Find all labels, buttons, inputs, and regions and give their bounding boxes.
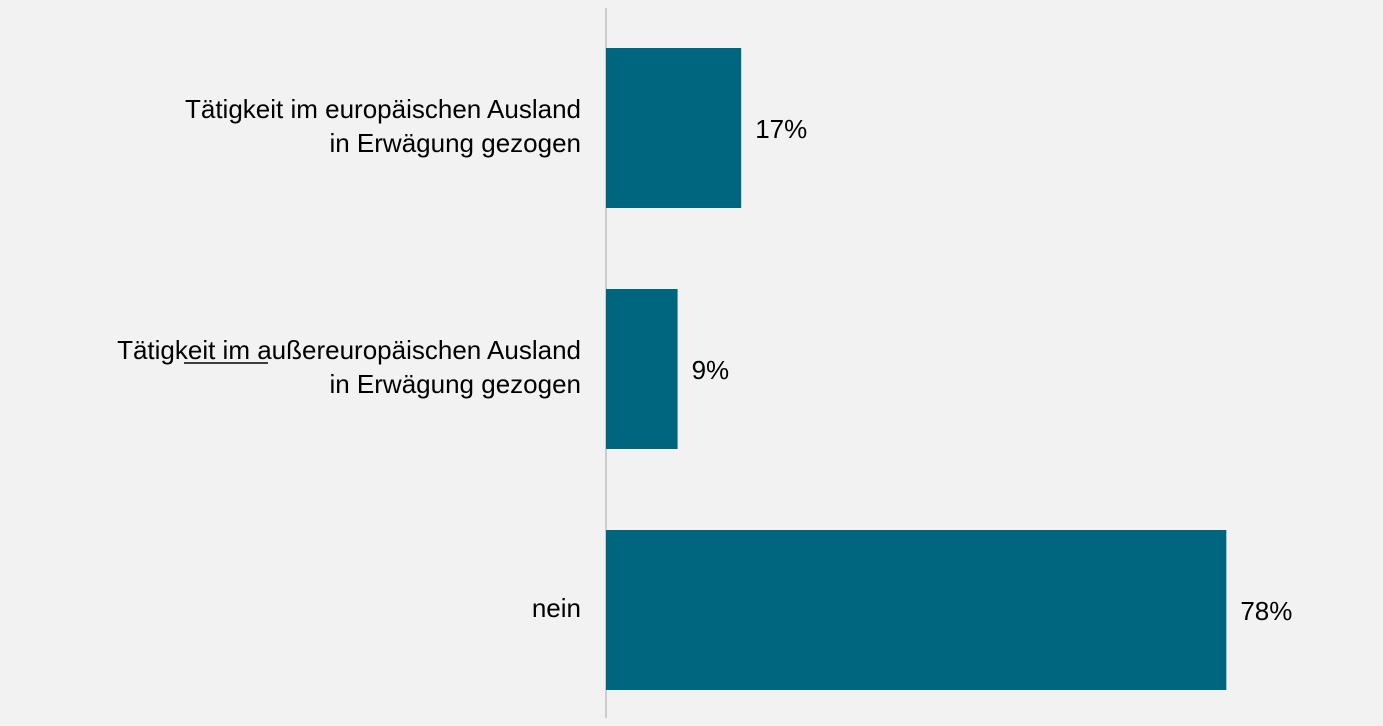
category-label: Tätigkeit im europäischen Ausland [185, 94, 581, 124]
bar [606, 48, 742, 208]
category-label: Tätigkeit im außereuropäischen Ausland [117, 335, 581, 365]
value-label: 9% [692, 355, 730, 385]
value-label: 17% [755, 114, 807, 144]
bar [606, 289, 678, 449]
category-label: nein [532, 593, 581, 623]
value-label: 78% [1240, 596, 1292, 626]
category-label: in Erwägung gezogen [329, 128, 581, 158]
bar [606, 530, 1227, 690]
category-label: in Erwägung gezogen [329, 369, 581, 399]
